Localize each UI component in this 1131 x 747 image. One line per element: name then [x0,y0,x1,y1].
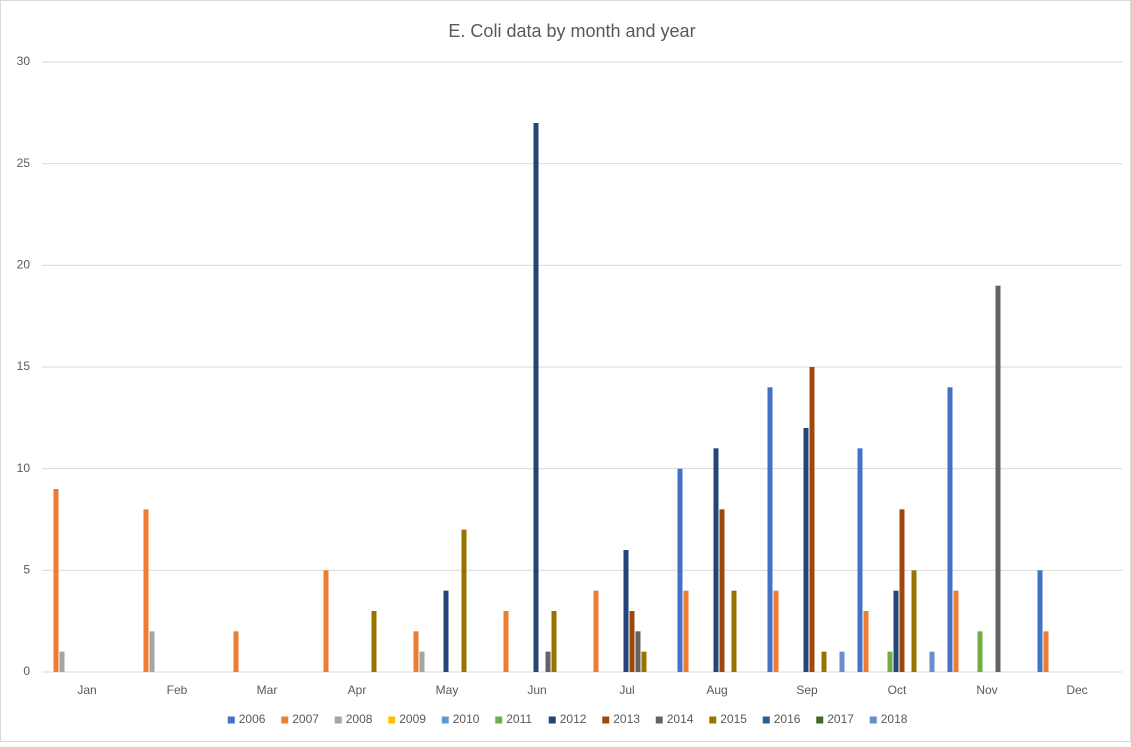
bar [713,448,719,672]
legend-swatch [334,716,342,724]
y-tick-label: 30 [17,54,31,68]
bar [443,590,449,672]
legend-swatch [388,716,396,724]
x-tick-label: Apr [348,683,367,697]
bar [677,468,683,672]
bar [863,611,869,672]
bar [857,448,863,672]
bar [53,489,59,672]
legend-label: 2017 [827,712,854,726]
y-tick-label: 0 [23,664,30,678]
bar [551,611,557,672]
legend-swatch [227,716,235,724]
bar [773,590,779,672]
legend-label: 2008 [346,712,373,726]
bar [683,590,689,672]
bar [413,631,419,672]
bar [635,631,641,672]
legend-swatch [709,716,717,724]
legend-label: 2013 [613,712,640,726]
legend-label: 2015 [720,712,747,726]
legend-swatch [869,716,877,724]
bar [977,631,983,672]
bar [419,651,425,672]
y-tick-label: 5 [23,563,30,577]
legend-swatch [816,716,824,724]
legend-swatch [495,716,503,724]
bar [149,631,155,672]
bar [887,651,893,672]
legend-swatch [655,716,663,724]
bar [893,590,899,672]
legend-label: 2010 [453,712,480,726]
y-tick-label: 15 [17,359,31,373]
x-tick-label: Jul [619,683,634,697]
bar [623,550,629,672]
bar [767,387,773,672]
bar [1037,570,1043,672]
legend-swatch [441,716,449,724]
bar [929,651,935,672]
bar [953,590,959,672]
y-tick-label: 25 [17,156,31,170]
bar [1043,631,1049,672]
legend-label: 2007 [292,712,319,726]
bar [731,590,737,672]
bar [461,529,467,672]
bar [143,509,149,672]
x-tick-label: May [436,683,459,697]
x-tick-label: Jun [527,683,546,697]
bar [233,631,239,672]
x-tick-label: Aug [706,683,727,697]
bar [839,651,845,672]
legend-swatch [762,716,770,724]
x-tick-label: Jan [77,683,96,697]
legend-swatch [281,716,289,724]
legend-label: 2009 [399,712,426,726]
bar [803,428,809,672]
bar [59,651,65,672]
y-tick-label: 20 [17,258,31,272]
bar [323,570,329,672]
legend-swatch [602,716,610,724]
x-tick-label: Feb [167,683,188,697]
bar [503,611,509,672]
bar [821,651,827,672]
legend-label: 2016 [774,712,801,726]
bar [809,367,815,672]
bar [719,509,725,672]
bar [899,509,905,672]
bar [995,285,1001,672]
legend-label: 2012 [560,712,587,726]
bar [641,651,647,672]
bar [371,611,377,672]
chart-title: E. Coli data by month and year [448,21,695,41]
x-tick-label: Nov [976,683,997,697]
legend-label: 2006 [239,712,266,726]
x-tick-label: Sep [796,683,818,697]
bar [593,590,599,672]
bar [533,123,539,672]
legend-label: 2018 [881,712,908,726]
x-tick-label: Oct [888,683,907,697]
legend-swatch [548,716,556,724]
x-tick-label: Mar [257,683,278,697]
legend-label: 2011 [506,712,532,726]
bar [947,387,953,672]
bar [629,611,635,672]
x-tick-label: Dec [1066,683,1087,697]
bar [911,570,917,672]
y-tick-label: 10 [17,461,31,475]
legend-label: 2014 [667,712,694,726]
bar [545,651,551,672]
